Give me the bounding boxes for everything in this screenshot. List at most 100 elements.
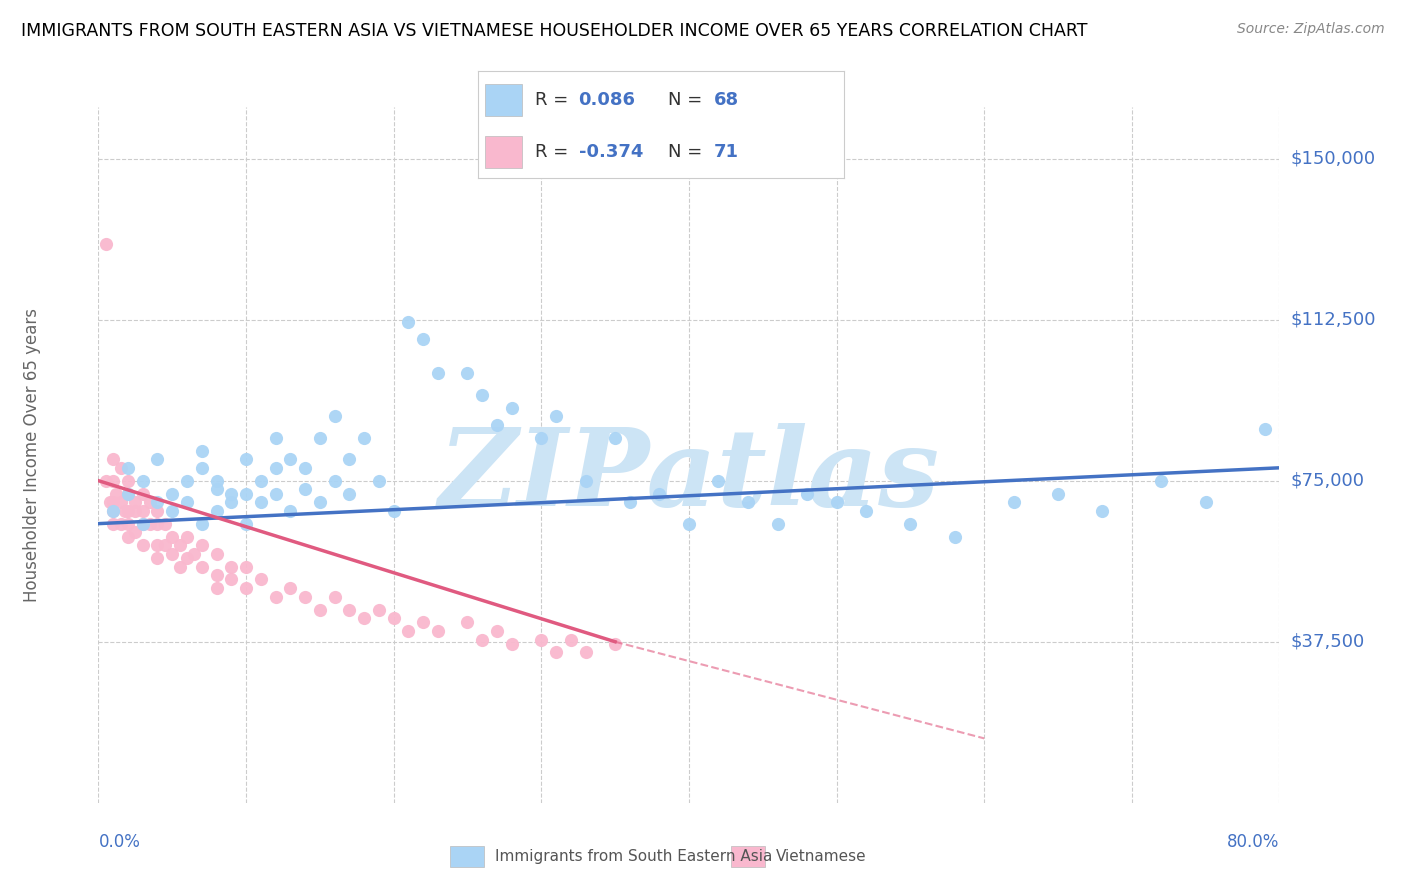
Point [1091,504,1114,518]
Point [278,504,302,518]
Point [337,486,360,500]
Point [139,516,162,531]
Point [146,495,169,509]
Point [825,495,848,509]
Point [353,611,375,625]
Point [205,504,228,518]
Point [219,573,242,587]
Point [309,431,332,445]
Point [205,483,228,497]
Point [471,388,494,402]
Point [278,581,302,595]
Point [427,367,450,381]
Point [278,452,302,467]
Text: 0.086: 0.086 [579,91,636,109]
Point [678,516,700,531]
Text: 68: 68 [714,91,740,109]
Point [235,452,257,467]
Point [235,516,257,531]
Point [105,486,128,500]
Point [264,486,287,500]
Point [1254,422,1277,436]
Point [205,581,228,595]
Point [456,615,478,630]
Point [486,624,509,638]
Point [323,409,346,424]
Text: Householder Income Over 65 years: Householder Income Over 65 years [22,308,41,602]
Point [900,516,922,531]
Point [205,474,228,488]
Point [605,431,627,445]
Point [544,409,567,424]
Text: Source: ZipAtlas.com: Source: ZipAtlas.com [1237,22,1385,37]
Point [114,504,136,518]
Point [1002,495,1025,509]
Point [110,516,132,531]
Point [605,637,627,651]
Point [191,559,214,574]
Point [132,516,155,531]
Point [176,529,198,543]
Point [191,516,214,531]
Point [132,538,155,552]
Point [103,504,125,518]
Point [124,495,146,509]
Point [169,538,191,552]
Point [103,504,125,518]
Point [766,516,789,531]
Point [219,486,242,500]
Point [117,474,139,488]
Point [337,602,360,616]
Point [471,632,494,647]
Point [264,590,287,604]
Point [382,504,405,518]
Point [1195,495,1218,509]
Point [294,590,316,604]
Point [146,504,169,518]
Point [396,315,419,329]
Text: R =: R = [534,143,574,161]
Point [309,495,332,509]
Point [530,632,553,647]
Point [103,495,125,509]
Point [176,495,198,509]
Point [264,460,287,475]
Point [162,547,183,561]
Point [707,474,730,488]
Point [124,504,146,518]
Bar [731,846,765,867]
Point [1046,486,1069,500]
Text: Immigrants from South Eastern Asia: Immigrants from South Eastern Asia [495,849,772,863]
Point [396,624,419,638]
Point [132,504,155,518]
Point [132,474,155,488]
Point [574,474,596,488]
Point [103,516,125,531]
Point [103,474,125,488]
Point [162,504,183,518]
Text: $37,500: $37,500 [1291,632,1365,651]
Point [191,460,214,475]
Point [176,551,198,566]
Point [132,486,155,500]
Point [132,516,155,531]
Point [619,495,641,509]
Point [153,538,176,552]
Point [103,452,125,467]
Point [264,431,287,445]
Point [235,559,257,574]
Point [117,486,139,500]
Text: Vietnamese: Vietnamese [776,849,866,863]
Point [94,474,117,488]
Point [560,632,582,647]
Point [456,367,478,381]
Point [294,460,316,475]
Point [486,417,509,432]
Point [146,551,169,566]
Point [235,581,257,595]
Point [117,516,139,531]
Point [412,615,434,630]
Point [235,486,257,500]
Point [117,529,139,543]
Point [117,486,139,500]
